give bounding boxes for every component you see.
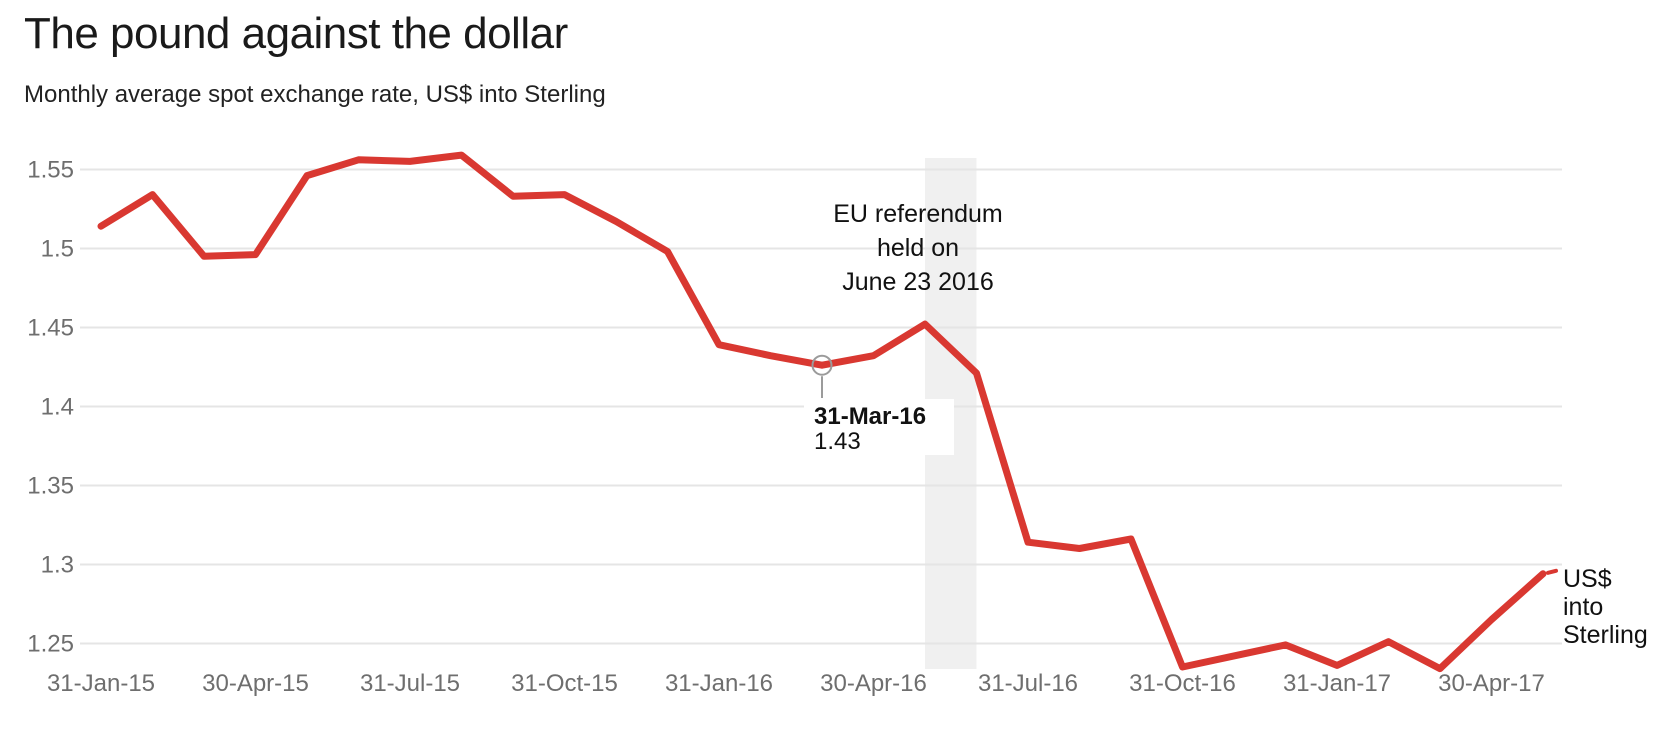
x-tick-label: 31-Jan-17 [1283, 670, 1391, 697]
x-tick-label: 30-Apr-17 [1438, 670, 1545, 697]
chart-header: The pound against the dollar Monthly ave… [24, 8, 606, 108]
line-end-dash [1546, 568, 1558, 575]
chart-title: The pound against the dollar [24, 9, 568, 58]
rate-line[interactable] [97, 151, 1547, 673]
tooltip-value: 1.43 [814, 428, 861, 455]
series-label-line: into [1563, 593, 1603, 621]
x-tick-label: 31-Oct-15 [511, 670, 618, 697]
y-tick-label: 1.4 [41, 393, 74, 420]
y-tick-label: 1.25 [27, 630, 74, 657]
x-tick-label: 31-Jan-16 [665, 670, 773, 697]
chart-subtitle: Monthly average spot exchange rate, US$ … [24, 81, 606, 108]
tooltip-date: 31-Mar-16 [814, 403, 926, 430]
referendum-annotation-line: June 23 2016 [842, 268, 994, 296]
x-tick-label: 31-Oct-16 [1129, 670, 1236, 697]
y-tick-label: 1.55 [27, 156, 74, 183]
x-tick-label: 31-Jul-15 [360, 670, 460, 697]
series-label-line: US$ [1563, 565, 1612, 593]
referendum-annotation-line: EU referendum [833, 200, 1003, 228]
referendum-annotation-line: held on [877, 234, 959, 262]
tooltip-background [804, 399, 954, 455]
x-tick-label: 31-Jul-16 [978, 670, 1078, 697]
series-label-line: Sterling [1563, 621, 1648, 649]
y-tick-label: 1.45 [27, 314, 74, 341]
y-tick-label: 1.5 [41, 235, 74, 262]
x-tick-label: 30-Apr-16 [820, 670, 927, 697]
x-tick-label: 30-Apr-15 [202, 670, 309, 697]
x-tick-label: 31-Jan-15 [47, 670, 155, 697]
highlighted-point-marker[interactable] [811, 354, 833, 376]
y-tick-label: 1.35 [27, 472, 74, 499]
y-tick-label: 1.3 [41, 551, 74, 578]
